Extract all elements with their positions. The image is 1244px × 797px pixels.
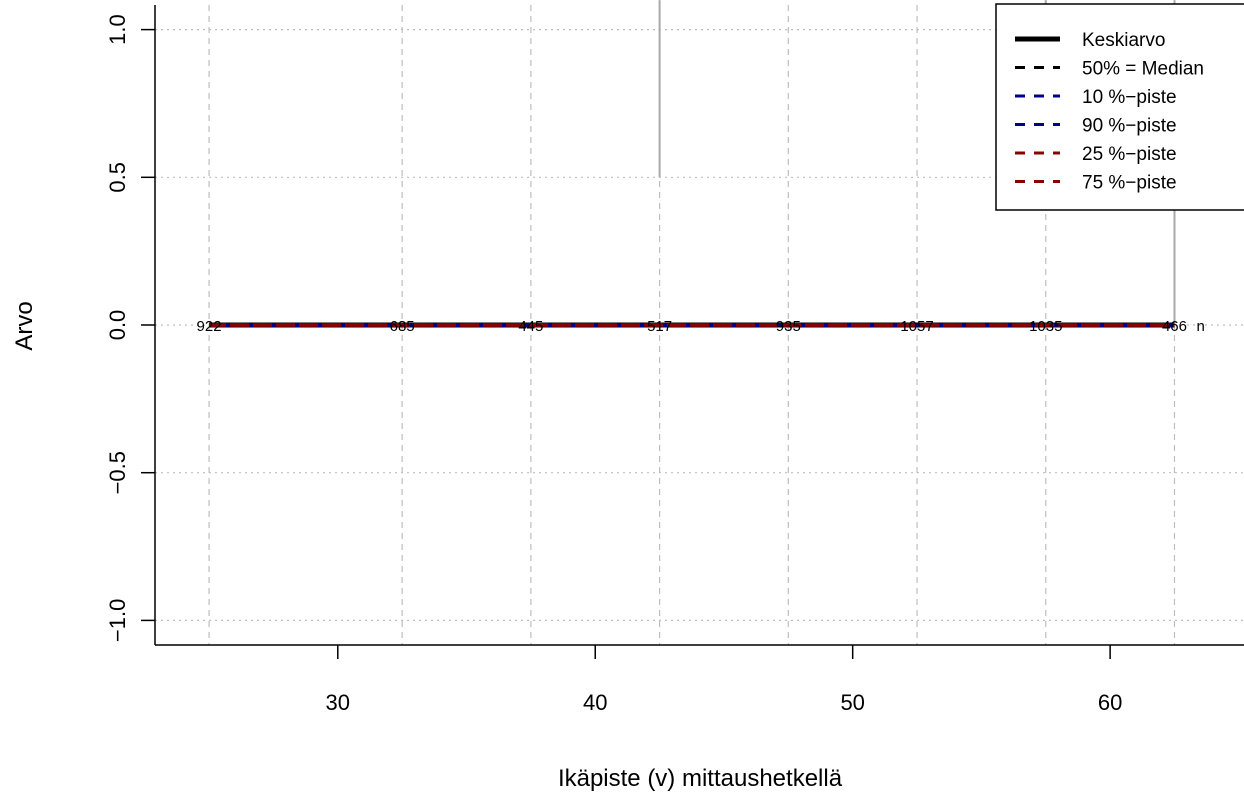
x-tick-label: 50 [840, 690, 864, 715]
n-labels: 922 685 445 517 935 1057 1035 466 n [197, 318, 1205, 335]
legend-entry: 50% = Median [1082, 59, 1204, 80]
legend-entry: 25 %−piste [1082, 144, 1177, 165]
x-axis-title: Ikäpiste (v) mittaushetkellä [558, 765, 843, 792]
y-tick-label: −0.5 [105, 451, 130, 494]
x-tick-label: 60 [1098, 690, 1122, 715]
n-value-label: 685 [390, 318, 415, 335]
legend-entry: 75 %−piste [1082, 173, 1177, 194]
n-suffix-label: n [1196, 318, 1204, 335]
legend-entry: 10 %−piste [1082, 87, 1177, 108]
n-value-label: 935 [776, 318, 801, 335]
y-tick-label: 0.0 [105, 310, 130, 341]
n-value-label: 922 [197, 318, 222, 335]
x-tick-label: 40 [583, 690, 607, 715]
legend-entry: Keskiarvo [1082, 30, 1165, 51]
y-tick-label: 0.5 [105, 162, 130, 193]
y-tick-label: −1.0 [105, 599, 130, 642]
x-tick-label: 30 [326, 690, 350, 715]
axes: 30 40 50 60 −1.0 −0.5 0.0 0.5 1.0 [105, 5, 1244, 715]
legend-entry: 90 %−piste [1082, 116, 1177, 137]
n-value-label: 1035 [1029, 318, 1062, 335]
y-tick-label: 1.0 [105, 14, 130, 45]
n-value-label: 517 [647, 318, 672, 335]
n-value-label: 445 [518, 318, 543, 335]
n-value-label: 1057 [900, 318, 933, 335]
n-value-label: 466 [1162, 318, 1187, 335]
legend: Keskiarvo 50% = Median 10 %−piste 90 %−pist… [995, 3, 1244, 211]
y-axis-title: Arvo [11, 301, 38, 350]
